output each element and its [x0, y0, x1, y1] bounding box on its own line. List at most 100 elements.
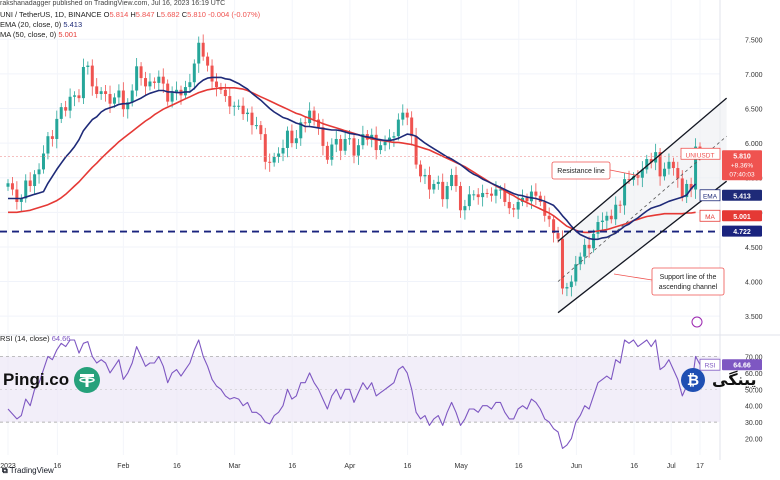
candle-body	[512, 208, 516, 210]
rsi-line	[7, 339, 701, 449]
candle-body	[175, 89, 179, 93]
candle-body	[277, 153, 281, 157]
ohlc-high: 5.847	[135, 10, 155, 19]
candle-body	[356, 145, 360, 156]
time-tick-label: Jun	[571, 463, 582, 470]
time-tick-label: 16	[630, 463, 638, 470]
sma-value-tag-bg	[722, 210, 762, 222]
candle-body	[157, 76, 161, 83]
candle-body	[432, 183, 436, 190]
candle-body	[41, 153, 45, 170]
ohlc-close: 5.810	[187, 10, 206, 19]
candle-body	[108, 93, 112, 104]
candle-body	[117, 90, 121, 98]
candle-body	[405, 112, 409, 118]
time-tick-label: 17	[696, 463, 704, 470]
ohlc-high-label: H	[130, 10, 136, 19]
symbol-legend: UNI / TetherUS, 1D, BINANCE O5.814 H5.84…	[0, 10, 260, 20]
candle-body	[592, 233, 596, 249]
ohlc-low-label: L	[156, 10, 161, 19]
candle-body	[308, 110, 312, 124]
candle-body	[46, 136, 50, 154]
candle-body	[538, 195, 542, 202]
candle-body	[161, 76, 165, 84]
candle-body	[374, 134, 378, 151]
ema-name-tag: EMA	[703, 193, 718, 200]
support-note-text: ascending channel	[659, 284, 718, 291]
candle-body	[135, 66, 139, 91]
candle-body	[232, 105, 236, 107]
candle-body	[77, 95, 81, 99]
candle-body	[317, 119, 321, 128]
ema-legend[interactable]: EMA (20, close, 0) 5.413	[0, 20, 82, 30]
bitcoin-icon: ₿	[681, 368, 705, 392]
candle-body	[640, 169, 644, 178]
candle-body	[250, 112, 254, 126]
candle-body	[263, 134, 267, 162]
candle-body	[223, 89, 227, 97]
candle-body	[268, 161, 272, 163]
candle-body	[689, 183, 693, 190]
candle-body	[472, 194, 476, 196]
channel-middle-line	[557, 135, 727, 282]
ohlc-close-label: C	[181, 10, 188, 19]
rsi-legend-label: RSI (14, close)	[0, 334, 50, 343]
ema-legend-value: 5.413	[63, 20, 83, 29]
candle-body	[285, 130, 289, 148]
time-tick-label: Feb	[117, 463, 129, 470]
rsi-value-tag: 64.66	[733, 363, 751, 370]
candle-body	[348, 138, 352, 140]
candle-body	[246, 112, 250, 115]
ema20-line	[8, 76, 697, 241]
candle-body	[419, 164, 423, 177]
candle-body	[503, 189, 507, 202]
candle-body	[654, 152, 658, 163]
candle-body	[130, 90, 134, 103]
time-tick-label: 16	[288, 463, 296, 470]
candle-body	[485, 192, 489, 194]
time-axis: 2023 16 Feb 16 Mar 16 Apr 16 May 16 Jun 16 Jul 17	[0, 463, 704, 470]
rsi-tick-label: 30.00	[745, 420, 763, 427]
tradingview-logo[interactable]: ⧉ TradingView	[2, 466, 54, 476]
candle-body	[658, 152, 662, 177]
price-tick-label: 6.500	[745, 107, 763, 114]
candle-body	[24, 180, 28, 199]
candle-body	[312, 110, 316, 120]
rsi-value-tag-bg	[722, 359, 762, 371]
candle-body	[685, 183, 689, 198]
ohlc-low: 5.682	[160, 10, 180, 19]
candle-body	[627, 179, 631, 181]
candle-body	[525, 197, 529, 202]
candle-body	[458, 186, 462, 211]
ohlc-change: -0.004 (-0.07%)	[208, 10, 261, 19]
symbol-title: UNI / TetherUS, 1D, BINANCE	[0, 10, 102, 19]
candle-body	[401, 112, 405, 120]
candle-body	[214, 81, 218, 88]
candle-body	[463, 206, 467, 211]
ema-value-tag-bg	[722, 189, 762, 201]
candle-body	[596, 222, 600, 234]
candle-body	[259, 125, 263, 135]
candle-body	[578, 256, 582, 265]
candle-body	[427, 174, 431, 190]
candle-body	[623, 179, 627, 206]
candle-body	[392, 136, 396, 138]
sma-legend[interactable]: MA (50, close, 0) 5.001	[0, 30, 77, 40]
candle-body	[104, 91, 108, 94]
candle-body	[81, 66, 85, 99]
candle-body	[15, 189, 19, 202]
candle-body	[112, 97, 116, 104]
rsi-legend-value: 64.66	[51, 334, 71, 343]
candle-body	[618, 204, 622, 206]
rsi-legend[interactable]: RSI (14, close) 64.66	[0, 334, 70, 344]
candle-body	[10, 183, 14, 190]
publisher-line: rakshanadagger published on TradingView.…	[0, 0, 226, 7]
alert-icon	[691, 316, 703, 328]
svg-text:₿: ₿	[687, 371, 699, 389]
candle-body	[569, 281, 573, 288]
candle-body	[28, 180, 32, 187]
support-note-text: Support line of the	[660, 274, 717, 281]
ema-legend-label: EMA (20, close, 0)	[0, 20, 62, 29]
price-tick-label: 7.500	[745, 37, 763, 44]
